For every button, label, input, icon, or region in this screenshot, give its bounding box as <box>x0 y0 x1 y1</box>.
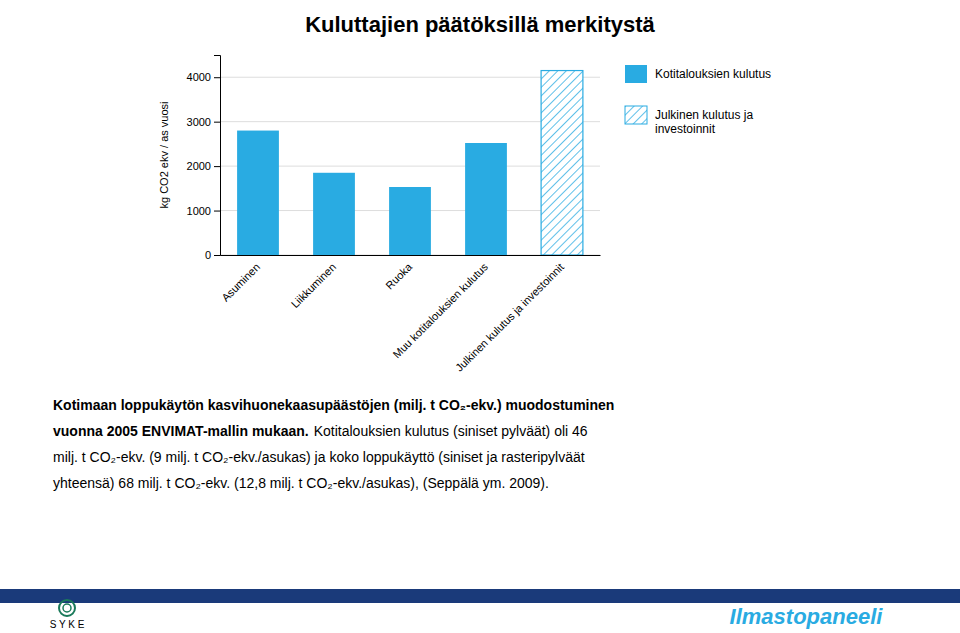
legend-swatch <box>625 65 647 83</box>
tick: 1000 <box>187 205 220 217</box>
tick-mark <box>214 122 220 123</box>
bar <box>465 143 507 255</box>
chart: Kuluttajien päätöksillä merkitystä 0 1000 2… <box>0 0 960 633</box>
tick-label: Ruoka <box>383 260 415 292</box>
footer-bar <box>0 589 960 603</box>
tick-mark <box>214 77 220 78</box>
tick: 3000 <box>187 116 220 128</box>
body-text: Kotimaan loppukäytön kasvihuonekaasupääs… <box>53 397 614 491</box>
tick: Asuminen <box>219 255 262 304</box>
bar <box>237 131 279 255</box>
tick-label: Julkinen kulutus ja investoinnit <box>453 261 566 374</box>
brand-text: Ilmastopaneeli <box>730 604 884 629</box>
legend-label: Julkinen kulutus jainvestoinnit <box>655 108 753 136</box>
tick: 2000 <box>187 160 220 172</box>
logo-text: S Y K E <box>50 619 85 630</box>
tick: 0 <box>205 249 220 261</box>
tick-label: 0 <box>205 249 211 261</box>
tick-mark <box>214 166 220 167</box>
tick-label: 1000 <box>187 205 211 217</box>
legend-item: Kotitalouksien kulutus <box>625 65 771 83</box>
legend-label: Kotitalouksien kulutus <box>655 67 771 81</box>
logo-ring <box>59 600 75 616</box>
y-axis: 0 1000 2000 3000 4000 <box>187 56 221 262</box>
annotation: yhteensä) 68 milj. t CO₂-ekv. (12,8 milj… <box>53 475 549 491</box>
tick: 4000 <box>187 71 220 83</box>
y-axis-title: kg CO2 ekv / as vuosi <box>158 102 170 209</box>
legend: Kotitalouksien kulutus Julkinen kulutus j… <box>625 65 771 136</box>
legend-swatch <box>625 106 647 124</box>
axis-line <box>221 255 601 256</box>
tick-label: Asuminen <box>219 261 262 304</box>
tick-label: 4000 <box>187 71 211 83</box>
annotation: Kotimaan loppukäytön kasvihuonekaasupääs… <box>53 397 614 413</box>
bar <box>313 173 355 255</box>
tick-label: 2000 <box>187 160 211 172</box>
tick-label: 3000 <box>187 116 211 128</box>
x-axis: AsuminenLiikkuminenRuokaMuu kotitalouksi… <box>219 255 600 374</box>
tick: Liikkuminen <box>289 255 339 310</box>
annotation: vuonna 2005 ENVIMAT-mallin mukaan. <box>53 423 309 439</box>
logo: S Y K E <box>50 600 85 630</box>
tick: Julkinen kulutus ja investoinnit <box>453 255 566 374</box>
annotation: milj. t CO₂-ekv. (9 milj. t CO₂-ekv./asu… <box>53 449 585 465</box>
bars <box>237 71 583 255</box>
annotation: Kotitalouksien kulutus (siniset pylväät)… <box>314 423 588 439</box>
legend-item: Julkinen kulutus jainvestoinnit <box>625 106 753 136</box>
bar <box>389 187 431 255</box>
bar <box>541 71 583 255</box>
tick-label: Liikkuminen <box>289 261 339 311</box>
tick-mark <box>214 211 220 212</box>
tick-mark <box>214 255 220 256</box>
axis-line <box>214 56 221 256</box>
logo-ring <box>63 604 71 612</box>
title: Kuluttajien päätöksillä merkitystä <box>305 12 655 37</box>
tick: Ruoka <box>383 255 415 292</box>
